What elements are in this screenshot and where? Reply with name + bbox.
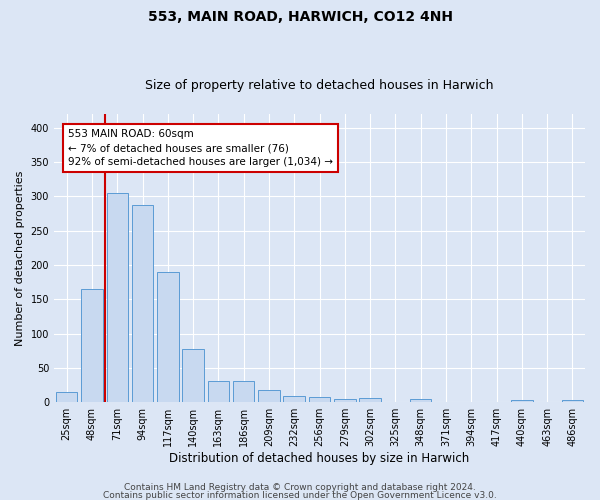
Bar: [562, 400, 583, 402]
Bar: [309, 396, 330, 402]
Text: Contains HM Land Registry data © Crown copyright and database right 2024.: Contains HM Land Registry data © Crown c…: [124, 484, 476, 492]
Bar: [132, 204, 153, 402]
Title: Size of property relative to detached houses in Harwich: Size of property relative to detached ho…: [145, 79, 494, 92]
Bar: [56, 392, 77, 402]
Bar: [208, 381, 229, 402]
Bar: [334, 399, 356, 402]
Bar: [258, 390, 280, 402]
Bar: [107, 193, 128, 402]
Bar: [81, 289, 103, 402]
Text: 553, MAIN ROAD, HARWICH, CO12 4NH: 553, MAIN ROAD, HARWICH, CO12 4NH: [148, 10, 452, 24]
Text: Contains public sector information licensed under the Open Government Licence v3: Contains public sector information licen…: [103, 490, 497, 500]
Bar: [283, 396, 305, 402]
Bar: [233, 381, 254, 402]
Bar: [511, 400, 533, 402]
Text: 553 MAIN ROAD: 60sqm
← 7% of detached houses are smaller (76)
92% of semi-detach: 553 MAIN ROAD: 60sqm ← 7% of detached ho…: [68, 129, 333, 167]
X-axis label: Distribution of detached houses by size in Harwich: Distribution of detached houses by size …: [169, 452, 470, 465]
Y-axis label: Number of detached properties: Number of detached properties: [15, 170, 25, 346]
Bar: [410, 399, 431, 402]
Bar: [157, 272, 179, 402]
Bar: [359, 398, 381, 402]
Bar: [182, 350, 204, 402]
